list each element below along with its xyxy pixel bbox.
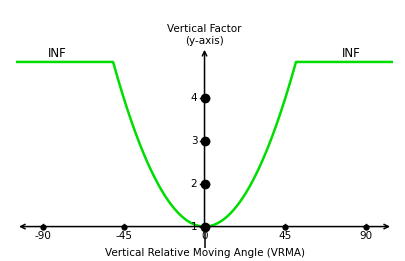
Text: 2: 2 bbox=[191, 179, 197, 189]
Text: 90: 90 bbox=[359, 231, 373, 241]
Text: 45: 45 bbox=[279, 231, 292, 241]
Text: Vertical Factor
(y-axis): Vertical Factor (y-axis) bbox=[167, 24, 242, 46]
Text: 3: 3 bbox=[191, 136, 197, 146]
Text: INF: INF bbox=[342, 47, 361, 60]
Text: INF: INF bbox=[48, 47, 67, 60]
Text: -45: -45 bbox=[115, 231, 132, 241]
Text: 1: 1 bbox=[191, 222, 197, 232]
Text: -90: -90 bbox=[35, 231, 51, 241]
Text: 4: 4 bbox=[191, 93, 197, 103]
Text: 0: 0 bbox=[201, 231, 208, 241]
Text: Vertical Relative Moving Angle (VRMA): Vertical Relative Moving Angle (VRMA) bbox=[104, 247, 305, 258]
